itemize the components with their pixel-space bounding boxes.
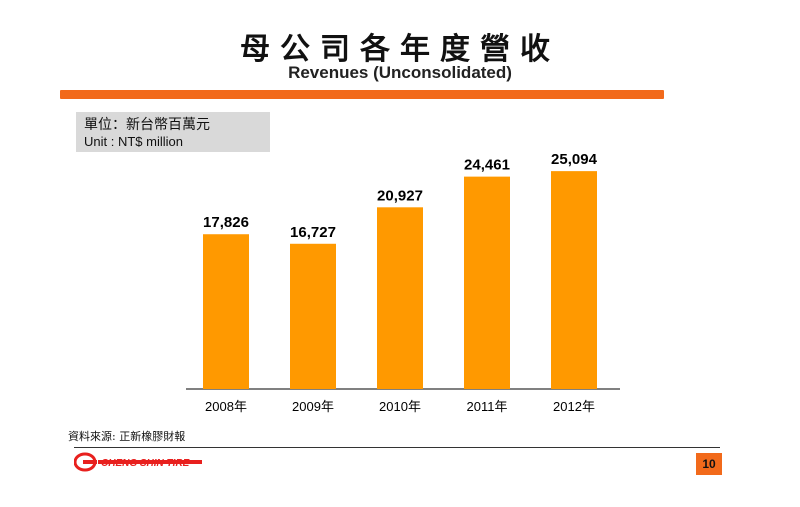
bar-1 bbox=[290, 243, 336, 389]
unit-box: 單位：新台幣百萬元 Unit : NT$ million bbox=[76, 112, 270, 152]
x-tick-label-3: 2011年 bbox=[467, 399, 508, 414]
page-title-en: Revenues (Unconsolidated) bbox=[288, 63, 512, 82]
x-tick-label-1: 2009年 bbox=[292, 399, 334, 414]
page-number: 10 bbox=[696, 453, 722, 475]
bar-2 bbox=[377, 207, 423, 389]
page-title-zh: 母公司各年度營收 bbox=[240, 32, 560, 67]
cheng-shin-logo: CHENG SHIN TIRE bbox=[74, 452, 202, 472]
bar-group: 17,826 2008年 16,727 2009年 20,927 2010年 24,461 2… bbox=[203, 151, 598, 414]
x-tick-label-0: 2008年 bbox=[205, 399, 247, 414]
data-label-3: 24,461 bbox=[464, 157, 510, 174]
unit-label-zh: 單位：新台幣百萬元 bbox=[84, 117, 210, 133]
title-underline bbox=[60, 90, 664, 99]
x-tick-label-2: 2010年 bbox=[379, 399, 421, 414]
bar-3 bbox=[464, 176, 510, 389]
bar-0 bbox=[203, 234, 249, 389]
source-note: 資料來源: 正新橡膠財報 bbox=[68, 430, 186, 443]
unit-label-en: Unit : NT$ million bbox=[84, 134, 183, 149]
footer-rule bbox=[74, 447, 720, 448]
data-label-0: 17,826 bbox=[203, 214, 249, 231]
data-label-2: 20,927 bbox=[377, 187, 423, 204]
data-label-1: 16,727 bbox=[290, 224, 336, 241]
x-tick-label-4: 2012年 bbox=[553, 399, 595, 414]
data-label-4: 25,094 bbox=[551, 151, 598, 168]
svg-text:CHENG SHIN TIRE: CHENG SHIN TIRE bbox=[101, 458, 190, 469]
bar-4 bbox=[551, 171, 597, 389]
